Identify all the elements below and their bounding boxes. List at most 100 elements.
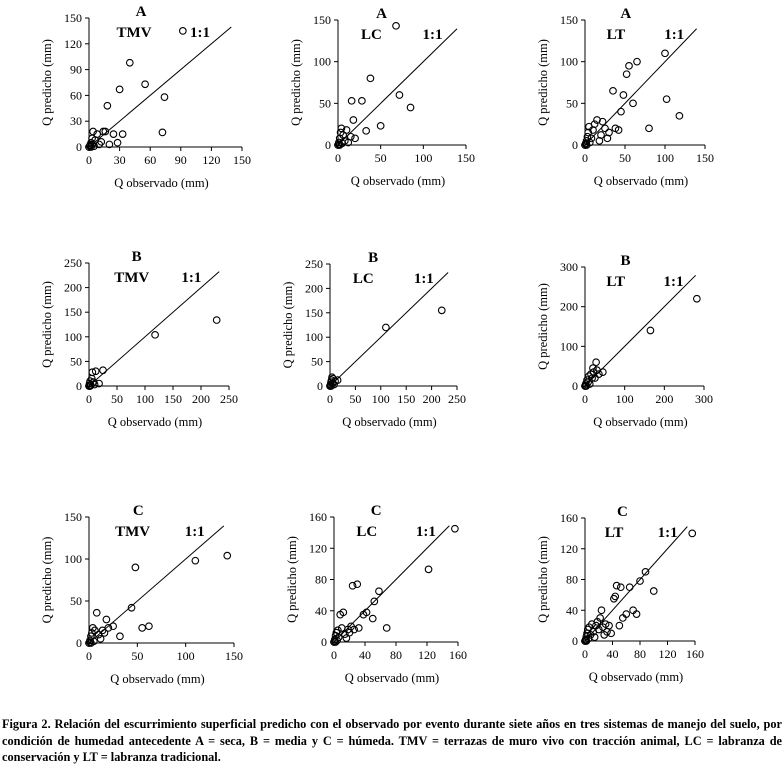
data-point xyxy=(99,127,108,136)
data-point xyxy=(331,638,340,646)
panel-b-lc: 0 50 100 150 200 250 0 50 100 150 200 250 Q observad… xyxy=(281,250,466,429)
data-point xyxy=(115,85,124,94)
y-tick-label: 200 xyxy=(305,281,323,295)
y-tick-label: 0 xyxy=(76,379,82,393)
x-tick-label: 250 xyxy=(220,392,238,406)
data-point xyxy=(633,57,641,66)
data-point xyxy=(437,306,446,315)
data-point xyxy=(595,370,603,378)
data-point xyxy=(96,634,105,643)
data-point xyxy=(178,27,187,35)
data-point xyxy=(116,632,124,641)
data-point xyxy=(424,565,433,574)
y-tick-label: 100 xyxy=(560,55,578,69)
y-tick-label: 0 xyxy=(76,140,82,154)
x-tick-label: 0 xyxy=(86,153,92,167)
system-label: LC xyxy=(361,27,382,43)
x-axis-title: Q observado (mm) xyxy=(589,670,683,684)
data-point xyxy=(376,121,385,130)
x-tick-label: 100 xyxy=(372,392,390,406)
one-to-one-label: 1:1 xyxy=(664,274,684,290)
y-tick-label: 200 xyxy=(64,281,82,295)
y-tick-label: 250 xyxy=(305,257,323,271)
panel-letter: A xyxy=(620,6,631,22)
data-point xyxy=(451,524,459,533)
y-tick-label: 0 xyxy=(76,636,82,650)
system-label: LT xyxy=(605,525,624,541)
x-tick-label: 300 xyxy=(695,392,713,406)
panel-letter: C xyxy=(133,503,144,519)
y-tick-label: 200 xyxy=(560,300,578,314)
x-tick-label: 100 xyxy=(136,392,154,406)
data-point xyxy=(594,625,603,634)
x-tick-label: 200 xyxy=(423,392,441,406)
data-point xyxy=(629,99,637,108)
data-point xyxy=(212,316,221,324)
one-to-one-label: 1:1 xyxy=(664,27,684,43)
data-point xyxy=(138,624,147,632)
one-to-one-line xyxy=(88,271,220,387)
data-point xyxy=(353,580,362,589)
data-point xyxy=(103,101,112,110)
y-tick-label: 150 xyxy=(313,13,331,27)
data-point xyxy=(582,141,591,149)
data-point xyxy=(141,80,149,89)
panel-b-lt: 0 100 200 300 0 100 200 300 Q observado (mm) Q pr… xyxy=(536,253,713,429)
x-axis-title: Q observado (mm) xyxy=(342,415,436,429)
data-point xyxy=(158,128,167,137)
x-tick-label: 100 xyxy=(656,151,674,165)
data-point xyxy=(693,294,701,303)
data-point xyxy=(89,127,97,136)
data-point xyxy=(330,637,339,646)
data-point xyxy=(350,625,359,634)
x-axis-title: Q observado (mm) xyxy=(114,176,208,190)
data-point xyxy=(131,563,140,572)
data-point xyxy=(349,116,358,124)
one-to-one-line xyxy=(88,525,225,644)
x-tick-label: 60 xyxy=(144,153,156,167)
y-axis-title: Q predicho (mm) xyxy=(536,536,550,623)
data-point xyxy=(105,140,114,149)
data-point xyxy=(596,614,604,622)
data-point xyxy=(614,126,623,134)
y-axis-title: Q predicho (mm) xyxy=(281,282,295,369)
data-point xyxy=(590,120,599,129)
y-tick-label: 300 xyxy=(560,260,578,274)
data-point xyxy=(362,126,371,135)
x-tick-label: 40 xyxy=(607,647,619,661)
data-point xyxy=(88,140,96,149)
x-tick-label: 250 xyxy=(448,392,466,406)
x-axis-title: Q observado (mm) xyxy=(108,415,202,429)
data-point xyxy=(622,70,631,79)
data-point xyxy=(625,61,633,70)
one-to-one-line xyxy=(584,526,688,642)
y-tick-label: 50 xyxy=(70,594,82,608)
y-tick-label: 120 xyxy=(309,541,327,555)
one-to-one-line xyxy=(88,26,232,148)
data-point xyxy=(95,379,103,388)
system-label: LC xyxy=(353,271,374,287)
one-to-one-line xyxy=(337,28,458,146)
data-point xyxy=(632,610,641,618)
x-tick-label: 50 xyxy=(131,649,143,663)
y-axis-title: Q predicho (mm) xyxy=(40,537,54,624)
y-tick-label: 160 xyxy=(309,510,327,524)
y-tick-label: 50 xyxy=(566,96,578,110)
system-label: LT xyxy=(606,274,625,290)
x-tick-label: 160 xyxy=(686,647,704,661)
x-tick-label: 80 xyxy=(390,648,402,662)
system-label: LT xyxy=(607,27,626,43)
y-tick-label: 100 xyxy=(64,552,82,566)
y-tick-label: 90 xyxy=(70,63,82,77)
y-tick-label: 100 xyxy=(305,330,323,344)
x-tick-label: 0 xyxy=(86,392,92,406)
x-axis-title: Q observado (mm) xyxy=(594,174,688,188)
data-point xyxy=(645,124,653,133)
one-to-one-label: 1:1 xyxy=(414,271,434,287)
data-point xyxy=(145,622,153,631)
one-to-one-label: 1:1 xyxy=(422,27,442,43)
data-point xyxy=(86,638,94,647)
system-label: TMV xyxy=(115,524,150,540)
data-point xyxy=(366,74,375,83)
